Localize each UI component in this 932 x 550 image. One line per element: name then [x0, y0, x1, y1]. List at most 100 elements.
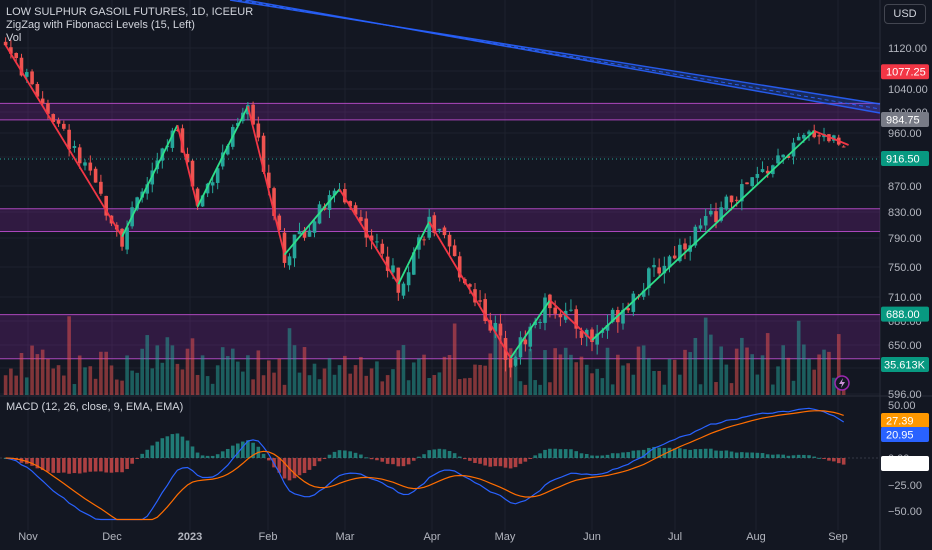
volume-bar — [822, 349, 826, 395]
volume-bar — [99, 351, 103, 395]
volume-badge-bg — [881, 357, 929, 372]
volume-bar — [175, 363, 180, 395]
candle-body — [442, 227, 447, 236]
macd-hist-bar — [836, 458, 841, 464]
macd-hist-bar — [93, 458, 98, 472]
macd-hist-bar — [160, 438, 165, 458]
volume-bar — [698, 384, 703, 395]
volume-bar — [657, 370, 661, 395]
macd-hist-bar — [600, 455, 605, 458]
price-tick-label-12: 650.00 — [888, 340, 922, 352]
time-tick-label-3: Feb — [259, 531, 278, 543]
candle-body — [538, 321, 542, 323]
macd-tick-label-4: −50.00 — [888, 506, 922, 518]
macd-hist-bar — [750, 452, 754, 458]
macd-badge-bg-1 — [881, 427, 929, 442]
candle-body — [297, 231, 302, 235]
candle-body — [88, 162, 93, 171]
volume-bar — [246, 355, 250, 395]
volume-bar — [380, 381, 385, 395]
macd-hist-bar — [437, 448, 442, 458]
macd-hist-bar — [493, 458, 498, 467]
macd-tick-label-0: 50.00 — [888, 400, 916, 412]
price-tick-label-10: 710.00 — [888, 292, 922, 304]
macd-hist-bar — [292, 458, 297, 479]
candle-body — [841, 146, 846, 148]
price-tick-label-4: 960.00 — [888, 128, 922, 140]
macd-hist-bar — [185, 440, 190, 458]
candle-body — [729, 195, 734, 203]
candle-body — [195, 188, 200, 206]
candle-body — [83, 162, 87, 166]
candle-body — [796, 136, 801, 141]
currency-button[interactable]: USD — [884, 4, 926, 24]
volume-bar — [636, 346, 641, 395]
time-tick-label-7: Jun — [583, 531, 601, 543]
candle-body — [24, 72, 29, 77]
candle-body — [631, 293, 636, 312]
volume-bar — [343, 355, 347, 395]
volume-bar — [437, 372, 442, 395]
price-badge-bg-3 — [881, 306, 929, 322]
macd-hist-bar — [205, 455, 210, 458]
macd-hist-bar — [109, 458, 114, 473]
macd-hist-bar — [503, 458, 508, 468]
volume-bar — [317, 379, 322, 395]
macd-title[interactable]: MACD (12, 26, close, 9, EMA, EMA) — [6, 401, 184, 413]
fib-zones — [0, 102, 880, 360]
candle-body — [698, 225, 703, 229]
macd-hist-bar — [698, 449, 703, 458]
candle-body — [605, 325, 610, 331]
zigzag-segment-9 — [509, 299, 551, 359]
candle-body — [652, 265, 656, 268]
volume-bar — [600, 378, 605, 395]
candle-body — [693, 226, 698, 246]
candle-body — [432, 215, 437, 233]
candle-body — [719, 207, 723, 221]
candle-body — [145, 184, 150, 194]
volume-bar — [533, 380, 537, 395]
volume-bar — [145, 335, 150, 395]
volume-bar — [563, 347, 568, 395]
macd-hist-bar — [667, 447, 672, 458]
candle-body — [468, 284, 472, 287]
candle-body — [93, 168, 98, 183]
trend-channel[interactable] — [229, 0, 881, 114]
volume-bar — [9, 368, 13, 395]
macd-hist-bar — [337, 450, 342, 458]
volume-bar — [40, 349, 45, 395]
indicator-zigzag-label[interactable]: ZigZag with Fibonacci Levels (15, Left) — [6, 19, 195, 31]
macd-hist-bar — [569, 449, 573, 458]
candle-body — [267, 172, 271, 188]
macd-hist-bar — [740, 452, 744, 458]
volume-bar — [427, 377, 431, 395]
volume-bar — [683, 349, 687, 395]
volume-bar — [750, 354, 754, 395]
macd-hist-bar — [523, 458, 528, 462]
macd-hist-bar — [180, 436, 185, 458]
macd-hist-bar — [703, 448, 708, 458]
macd-hist-bar — [359, 454, 363, 458]
macd-tick-label-3: −25.00 — [888, 480, 922, 492]
candle-body — [760, 169, 765, 173]
indicator-vol-label[interactable]: Vol — [6, 32, 22, 44]
volume-bar — [543, 350, 547, 395]
zigzag-segment-1 — [121, 124, 179, 238]
time-tick-label-4: Mar — [336, 531, 355, 543]
candle-body — [765, 170, 770, 174]
candle-body — [99, 181, 103, 194]
zigzag-segment-7 — [397, 221, 431, 285]
volume-bar — [220, 347, 225, 395]
candle-body — [40, 98, 45, 104]
candle-body — [56, 120, 61, 124]
macd-hist-bar — [155, 441, 160, 458]
volume-bar — [786, 357, 791, 395]
volume-bar — [832, 377, 836, 395]
price-badge-bg-1 — [881, 112, 929, 128]
volume-bar — [312, 363, 317, 395]
macd-hist-bar — [200, 455, 205, 458]
alert-bolt-icon — [839, 378, 845, 388]
volume-bar — [287, 328, 292, 395]
volume-bar — [150, 368, 155, 395]
